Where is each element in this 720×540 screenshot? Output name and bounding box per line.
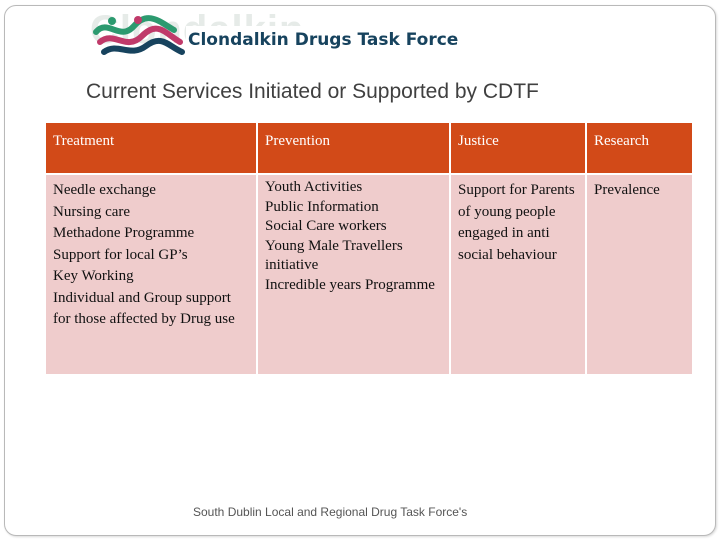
list-item: Youth Activities	[265, 179, 363, 195]
cell-justice: Support for Parents of young people enga…	[449, 173, 587, 376]
list-item: Support for local GP’s	[53, 246, 188, 263]
list-item: Support for Parents of young people enga…	[458, 182, 575, 263]
logo-figures-icon	[93, 15, 185, 55]
cell-treatment: Needle exchange Nursing care Methadone P…	[44, 173, 258, 376]
page-title: Current Services Initiated or Supported …	[86, 80, 539, 103]
cell-prevention: Youth Activities Public Information Soci…	[256, 173, 451, 376]
list-item: Prevalence	[594, 182, 660, 198]
list-item: Social Care workers	[265, 218, 387, 234]
list-item: Key Working	[53, 268, 134, 284]
list-item: Individual and Group support for those a…	[53, 289, 235, 328]
header-prevention: Prevention	[256, 121, 451, 175]
table-header-row: Treatment Prevention Justice Research	[44, 121, 694, 175]
header-research: Research	[585, 121, 694, 175]
table-row: Needle exchange Nursing care Methadone P…	[44, 173, 694, 376]
list-item: Nursing care	[53, 203, 131, 220]
list-item: Methadone Programme	[53, 225, 195, 241]
header-treatment: Treatment	[44, 121, 258, 175]
logo-banner	[186, 26, 436, 56]
list-item: Needle exchange	[53, 182, 156, 198]
services-table: Treatment Prevention Justice Research Ne…	[44, 121, 694, 376]
list-item: Young Male Travellers initiative	[265, 237, 403, 274]
footer-text: South Dublin Local and Regional Drug Tas…	[193, 505, 468, 519]
logo: Clondalkin Clondalkin Drugs Task Force	[90, 8, 458, 60]
cell-research: Prevalence	[585, 173, 694, 376]
header-justice: Justice	[449, 121, 587, 175]
list-item: Incredible years Programme	[265, 276, 435, 293]
list-item: Public Information	[265, 198, 379, 215]
logo-org-name: Clondalkin Drugs Task Force	[188, 30, 459, 50]
